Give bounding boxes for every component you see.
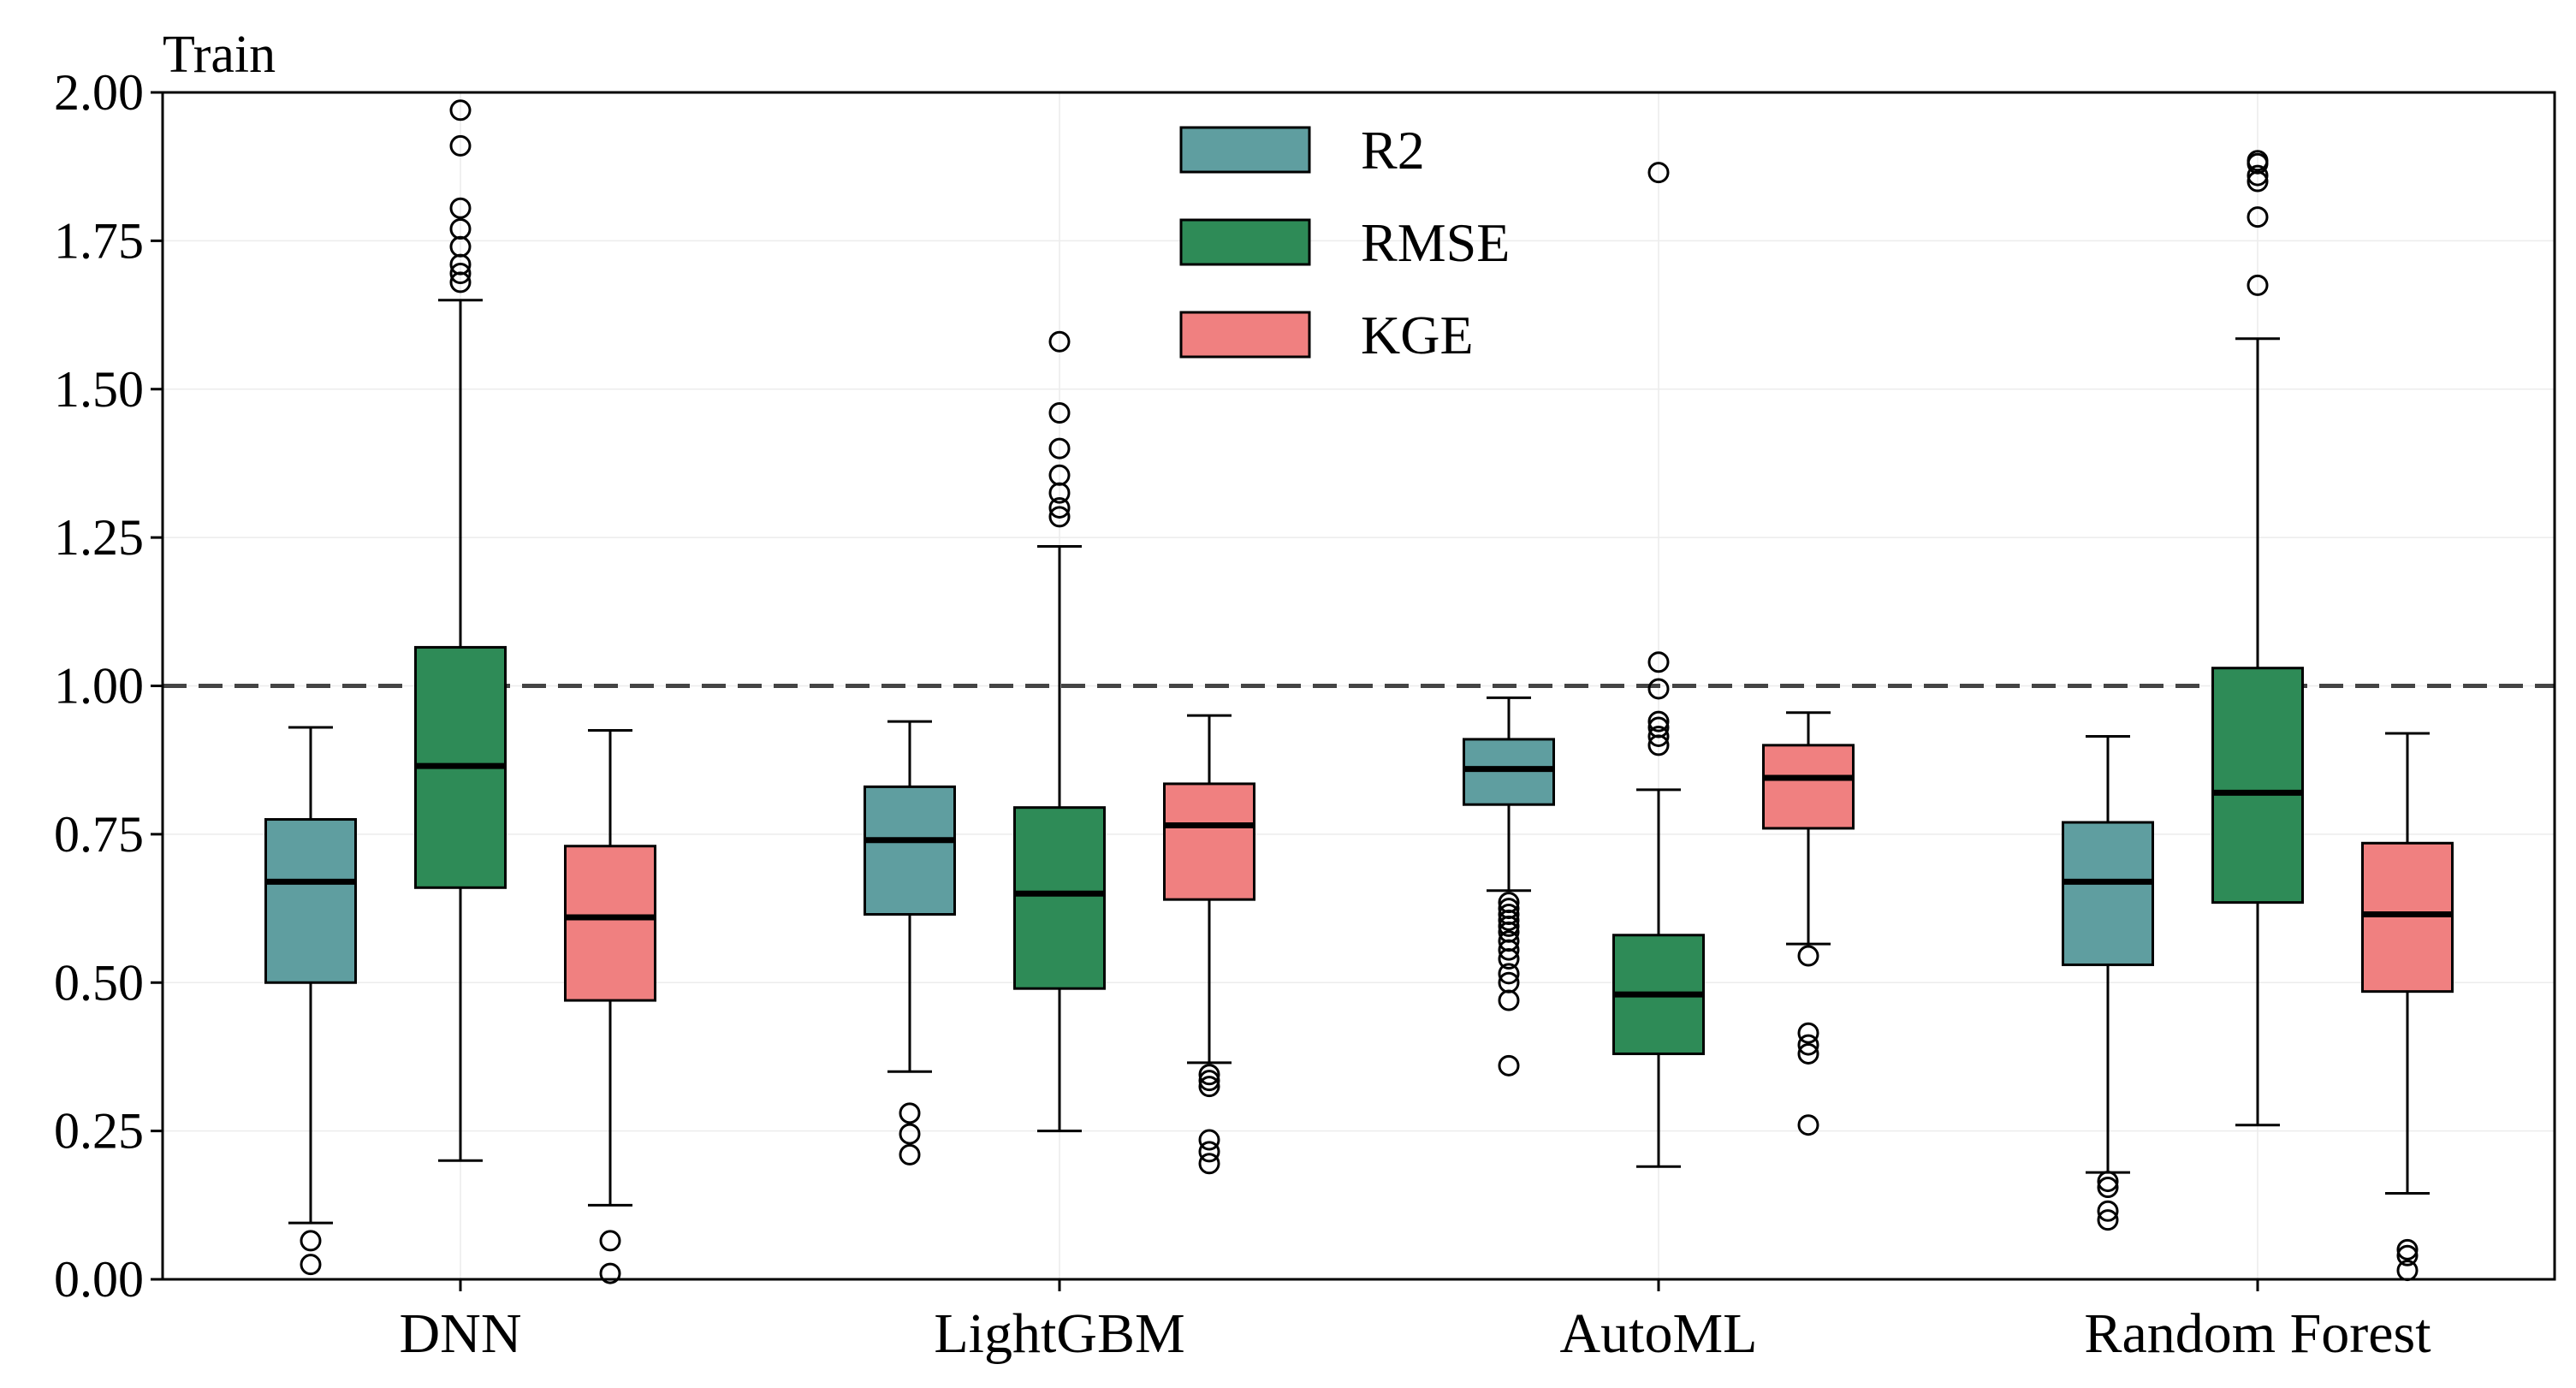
box-rmse-automl <box>1612 162 1705 1168</box>
outlier-point <box>899 1123 921 1145</box>
outlier-point <box>1647 716 1670 738</box>
outlier-point <box>1797 1022 1819 1044</box>
legend-label-r2: R2 <box>1361 120 1425 181</box>
outlier-point <box>1198 1153 1220 1175</box>
box-rmse-dnn <box>414 99 507 1162</box>
outlier-point <box>1647 678 1670 700</box>
y-axis: 0.00 0.25 0.50 0.75 1.00 1.25 1.50 1.75 2.00 <box>54 64 163 1308</box>
legend-swatch-rmse <box>1179 218 1311 266</box>
outlier-point <box>1048 506 1071 528</box>
box-kge-dnn <box>564 729 656 1284</box>
outlier-point <box>2097 1177 2119 1199</box>
y-tick-label: 1.25 <box>54 509 144 566</box>
box-r2-lightgbm <box>864 720 956 1166</box>
outlier-point <box>599 1230 621 1252</box>
outlier-point <box>449 218 472 240</box>
outlier-point <box>2247 164 2269 187</box>
outlier-point <box>1198 1076 1220 1098</box>
outlier-point <box>2097 1209 2119 1231</box>
outlier-point <box>1048 401 1071 424</box>
outlier-point <box>300 1230 322 1252</box>
box-iqr <box>564 845 656 1002</box>
y-tick-label: 0.00 <box>54 1251 144 1308</box>
outlier-point <box>2097 1200 2119 1222</box>
box-iqr <box>1163 782 1255 901</box>
legend-label-kge: KGE <box>1361 305 1474 365</box>
box-iqr <box>2062 821 2154 966</box>
outlier-point <box>2396 1238 2419 1260</box>
outlier-point <box>1198 1070 1220 1092</box>
outlier-point <box>1198 1064 1220 1086</box>
box-kge-automl <box>1762 711 1855 1136</box>
outlier-point <box>2247 274 2269 296</box>
chart-title: Train <box>163 26 276 84</box>
outlier-point <box>1498 989 1520 1011</box>
outlier-point <box>1498 909 1520 931</box>
x-tick-label: DNN <box>400 1302 522 1365</box>
outlier-point <box>449 263 472 285</box>
box-kge-lightgbm <box>1163 714 1255 1175</box>
box-iqr <box>2211 667 2304 905</box>
outlier-point <box>2097 1171 2119 1193</box>
outlier-point <box>1198 1141 1220 1163</box>
legend-swatch-r2 <box>1179 126 1311 174</box>
x-axis: DNN LightGBM AutoML Random Forest <box>400 1279 2431 1365</box>
outlier-point <box>1498 939 1520 961</box>
outlier-point <box>2247 150 2269 172</box>
outlier-point <box>1797 1034 1819 1056</box>
outlier-point <box>1048 437 1071 460</box>
box-r2-random-forest <box>2062 734 2154 1231</box>
outlier-point <box>1048 496 1071 519</box>
y-tick-label: 0.25 <box>54 1103 144 1160</box>
box-iqr <box>1013 806 1106 990</box>
outlier-point <box>599 1262 621 1284</box>
outlier-point <box>1647 162 1670 184</box>
box-iqr <box>1762 744 1855 830</box>
outlier-point <box>2247 206 2269 228</box>
outlier-point <box>1048 464 1071 486</box>
box-iqr <box>864 785 956 916</box>
outlier-point <box>1498 948 1520 970</box>
y-tick-label: 1.50 <box>54 361 144 418</box>
x-tick-label: AutoML <box>1560 1302 1758 1365</box>
outlier-point <box>300 1254 322 1276</box>
y-tick-label: 1.75 <box>54 212 144 269</box>
outlier-point <box>449 134 472 157</box>
outlier-point <box>1198 1129 1220 1151</box>
outlier-point <box>449 197 472 219</box>
outlier-point <box>1797 945 1819 967</box>
outlier-point <box>1647 710 1670 733</box>
legend-swatch-kge <box>1179 311 1311 359</box>
legend: R2 RMSE KGE <box>1179 120 1510 365</box>
outlier-point <box>1647 651 1670 673</box>
x-tick-label: LightGBM <box>934 1302 1184 1365</box>
box-r2-automl <box>1463 696 1555 1077</box>
y-tick-label: 0.50 <box>54 954 144 1011</box>
outlier-point <box>1498 963 1520 985</box>
y-tick-label: 0.75 <box>54 806 144 863</box>
outlier-point <box>1498 1054 1520 1077</box>
y-tick-label: 2.00 <box>54 64 144 121</box>
legend-label-rmse: RMSE <box>1361 212 1510 273</box>
boxes-layer <box>264 99 2454 1284</box>
outlier-point <box>1797 1114 1819 1136</box>
box-rmse-random-forest <box>2211 150 2304 1127</box>
outlier-point <box>1797 1042 1819 1065</box>
outlier-point <box>1647 725 1670 747</box>
outlier-point <box>899 1143 921 1166</box>
box-iqr <box>264 818 357 984</box>
outlier-point <box>1498 915 1520 937</box>
outlier-point <box>1048 330 1071 353</box>
outlier-point <box>2396 1244 2419 1266</box>
box-kge-random-forest <box>2361 732 2454 1282</box>
outlier-point <box>899 1102 921 1124</box>
outlier-point <box>449 99 472 122</box>
x-tick-label: Random Forest <box>2084 1302 2431 1365</box>
box-rmse-lightgbm <box>1013 330 1106 1133</box>
y-tick-label: 1.00 <box>54 658 144 715</box>
box-r2-dnn <box>264 726 357 1276</box>
